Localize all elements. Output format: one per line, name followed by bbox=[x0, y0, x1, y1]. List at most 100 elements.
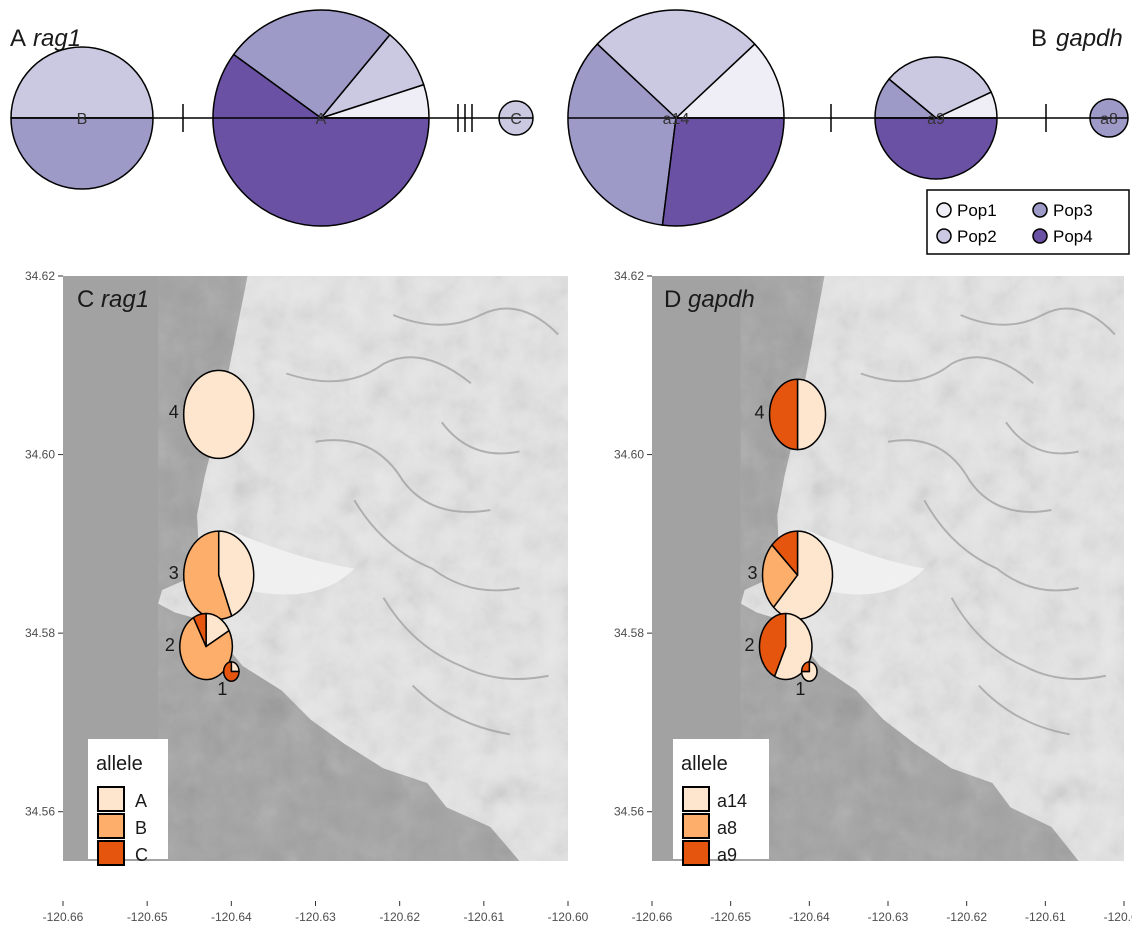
x-tick-label: -120.63 bbox=[868, 910, 909, 924]
haplotype-b-label: B bbox=[77, 111, 88, 128]
haplotype-a: A bbox=[212, 9, 430, 227]
haplotype-a9-label: a9 bbox=[927, 111, 945, 128]
haplotype-b-slice-pop2 bbox=[10, 46, 154, 119]
panel-b-letter: B bbox=[1031, 25, 1047, 52]
haplotype-a8: a8 bbox=[1089, 98, 1129, 138]
site-2-pie: 2 bbox=[744, 612, 813, 681]
site-4-pie: 4 bbox=[755, 378, 827, 451]
x-tick-label: -120.60 bbox=[548, 910, 589, 924]
haplotype-c: C bbox=[498, 100, 534, 136]
haplotype-b: B bbox=[10, 46, 154, 190]
site-2-label: 2 bbox=[744, 635, 754, 655]
allele-c-b-label: B bbox=[135, 818, 147, 838]
x-tick-label: -120.62 bbox=[379, 910, 420, 924]
site-4-label: 4 bbox=[169, 402, 179, 422]
site-3-pie-slice-a9 bbox=[771, 530, 799, 576]
haplotype-a14-label: a14 bbox=[663, 111, 690, 128]
pop1-swatch bbox=[936, 202, 952, 218]
site-2-pie: 2 bbox=[165, 612, 234, 681]
x-tick-label: -120.60 bbox=[1104, 910, 1132, 924]
haplotype-a14-slice-pop2 bbox=[596, 9, 756, 119]
haplotype-b-slice-pop3 bbox=[10, 117, 154, 190]
haplotype-a9-slice-pop2 bbox=[888, 56, 992, 119]
allele-legend-d: allele a14 a8 a9 bbox=[673, 739, 769, 866]
allele-d-a14-swatch bbox=[682, 786, 710, 812]
site-1-label: 1 bbox=[217, 679, 227, 699]
y-tick-label: 34.58 bbox=[614, 626, 644, 640]
x-tick-label: -120.66 bbox=[632, 910, 673, 924]
site-4-label: 4 bbox=[755, 403, 765, 423]
x-tick-label: -120.64 bbox=[789, 910, 830, 924]
pop2-label: Pop2 bbox=[957, 227, 997, 246]
panel-a-letter: A bbox=[10, 25, 26, 52]
pop2-swatch bbox=[936, 228, 952, 244]
y-tick-label: 34.56 bbox=[614, 805, 644, 819]
panel-d-letter: D bbox=[664, 286, 681, 313]
site-4-pie-slice-a bbox=[182, 369, 255, 460]
panel-d-gene: gapdh bbox=[688, 286, 755, 313]
y-tick-label: 34.60 bbox=[614, 448, 644, 462]
haplotype-a-label: A bbox=[316, 111, 327, 128]
haplotype-a-slice-pop3 bbox=[232, 9, 391, 119]
x-tick-label: -120.61 bbox=[1025, 910, 1066, 924]
network-b-nodes: a14 a9 a8 bbox=[567, 9, 1129, 227]
site-2-label: 2 bbox=[165, 635, 175, 655]
site-4-pie-slice-a14 bbox=[796, 378, 827, 451]
y-tick-label: 34.60 bbox=[25, 448, 55, 462]
haplotype-a14-slice-pop1 bbox=[675, 43, 785, 119]
haplotype-a14: a14 bbox=[567, 9, 785, 227]
site-1-pie-slice-c bbox=[222, 661, 240, 682]
allele-d-a9-swatch bbox=[682, 840, 710, 866]
pop4-swatch bbox=[1032, 228, 1048, 244]
site-2-pie-slice-a9 bbox=[758, 612, 787, 678]
map-d-pies: 4 3 2 1 bbox=[744, 378, 834, 699]
y-tick-label: 34.62 bbox=[25, 269, 55, 283]
site-3-label: 3 bbox=[169, 563, 179, 583]
allele-legend-c-title: allele bbox=[96, 753, 143, 775]
panel-c: C rag1 -120.66 -120.65 -120.64 -120.63 -120.… bbox=[25, 269, 589, 924]
allele-legend-c: allele A B C bbox=[88, 739, 168, 866]
allele-c-c-label: C bbox=[135, 845, 148, 865]
y-tick-label: 34.58 bbox=[25, 626, 55, 640]
x-tick-label: -120.61 bbox=[463, 910, 504, 924]
pop1-label: Pop1 bbox=[957, 201, 997, 220]
site-2-pie-slice-a14 bbox=[773, 612, 813, 681]
pop-legend: Pop1 Pop2 Pop3 Pop4 bbox=[926, 189, 1130, 255]
map-c-axes: -120.66 -120.65 -120.64 -120.63 -120.62 -120.… bbox=[25, 269, 589, 924]
map-d-axes: -120.66 -120.65 -120.64 -120.63 -120.62 -120.… bbox=[614, 269, 1132, 924]
allele-c-a-label: A bbox=[135, 791, 147, 811]
allele-legend-d-title: allele bbox=[681, 753, 728, 775]
x-tick-label: -120.65 bbox=[710, 910, 751, 924]
x-tick-label: -120.66 bbox=[43, 910, 84, 924]
site-1-pie: 1 bbox=[795, 661, 818, 699]
allele-d-a8-swatch bbox=[682, 813, 710, 839]
site-2-pie-slice-c bbox=[192, 612, 207, 648]
haplotype-a9-slice-pop4 bbox=[874, 117, 998, 180]
x-tick-label: -120.64 bbox=[211, 910, 252, 924]
x-tick-label: -120.65 bbox=[127, 910, 168, 924]
pop4-label: Pop4 bbox=[1053, 227, 1093, 246]
pop3-swatch bbox=[1032, 202, 1048, 218]
panel-b-gene: gapdh bbox=[1056, 25, 1123, 52]
haplotype-c-label: C bbox=[510, 111, 522, 128]
x-tick-label: -120.63 bbox=[295, 910, 336, 924]
pop-legend-box bbox=[926, 189, 1130, 255]
map-c-pies: 4 3 2 1 bbox=[165, 369, 255, 699]
haplotype-a8-label: a8 bbox=[1100, 111, 1118, 128]
site-1-pie: 1 bbox=[217, 661, 240, 699]
allele-c-c-swatch bbox=[97, 840, 125, 866]
haplotype-a9: a9 bbox=[874, 56, 998, 180]
allele-d-a14-label: a14 bbox=[717, 791, 747, 811]
y-tick-label: 34.56 bbox=[25, 805, 55, 819]
site-1-pie-slice-a9 bbox=[800, 661, 811, 673]
panel-c-letter: C bbox=[77, 286, 94, 313]
panel-b: B gapdh a14 a9 a8 Pop1 Pop2 Pop3 Pop4 bbox=[567, 9, 1130, 255]
network-a-nodes: B A C bbox=[10, 9, 534, 227]
site-3-pie-slice-a8 bbox=[761, 544, 799, 608]
allele-d-a9-label: a9 bbox=[717, 845, 737, 865]
site-3-pie: 3 bbox=[748, 530, 834, 620]
panel-d: D gapdh -120.66 -120.65 -120.64 -120.63 -120… bbox=[614, 269, 1132, 924]
site-2-pie-slice-b bbox=[179, 616, 234, 681]
